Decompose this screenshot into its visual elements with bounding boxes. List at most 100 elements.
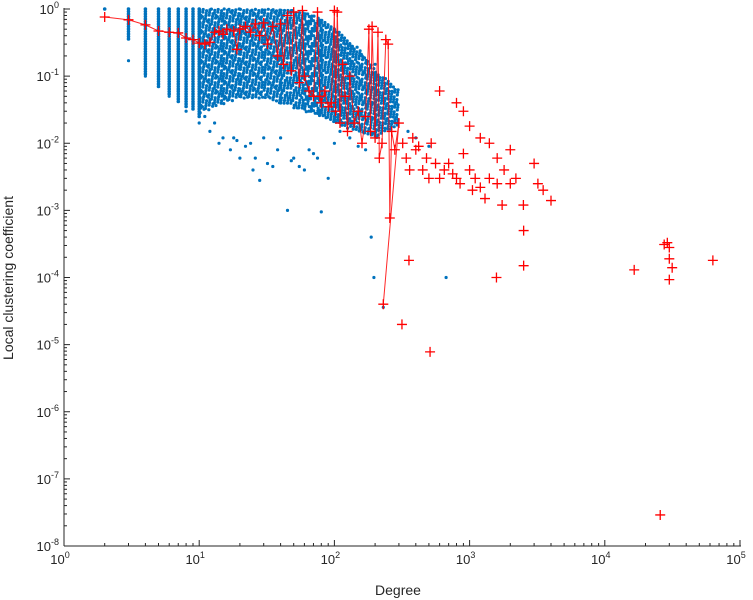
blue-data-point xyxy=(294,103,298,107)
red-plus-marker xyxy=(497,200,508,211)
blue-data-point xyxy=(262,88,266,92)
blue-data-point xyxy=(250,51,254,55)
blue-data-point xyxy=(247,19,251,23)
blue-data-point xyxy=(253,7,257,11)
blue-data-point xyxy=(291,93,296,97)
blue-data-point xyxy=(304,65,308,69)
blue-data-point xyxy=(329,115,333,119)
blue-data-point xyxy=(326,35,330,39)
blue-data-point xyxy=(245,38,249,42)
blue-data-point xyxy=(260,40,264,45)
blue-data-point xyxy=(326,113,330,117)
blue-data-point xyxy=(250,81,254,85)
blue-data-point xyxy=(310,74,314,78)
y-tick-label: 10-1 xyxy=(37,67,59,84)
blue-data-point xyxy=(329,37,333,41)
blue-data-point xyxy=(310,71,314,76)
axes: 100 101 102 103 104 105 100 10-1 10-2 10-3 10-4 10-… xyxy=(37,0,746,567)
blue-data-point xyxy=(224,21,228,25)
red-plus-marker xyxy=(299,71,310,82)
blue-data-point xyxy=(343,123,347,127)
blue-data-point xyxy=(301,101,305,105)
blue-data-point xyxy=(176,14,181,19)
blue-data-point xyxy=(322,83,327,87)
x-axis-label: Degree xyxy=(375,582,421,598)
blue-data-point xyxy=(254,50,258,54)
blue-data-point xyxy=(204,59,208,63)
blue-data-point xyxy=(272,60,276,64)
blue-data-point xyxy=(360,54,364,58)
blue-data-point xyxy=(225,11,229,15)
blue-data-point xyxy=(218,16,222,21)
blue-data-point xyxy=(339,38,343,43)
blue-data-point xyxy=(319,54,323,58)
blue-data-point xyxy=(282,89,286,93)
blue-data-point xyxy=(184,22,188,26)
blue-data-point xyxy=(366,132,370,136)
blue-data-point xyxy=(306,102,310,106)
blue-data-point xyxy=(204,14,208,18)
blue-data-point xyxy=(263,53,267,57)
blue-data-point xyxy=(167,17,171,21)
blue-data-point xyxy=(342,54,346,58)
blue-data-point xyxy=(256,89,260,93)
blue-data-point xyxy=(362,86,367,90)
blue-data-point xyxy=(304,37,308,41)
red-plus-marker xyxy=(505,178,516,189)
blue-data-point xyxy=(279,68,283,72)
blue-data-point xyxy=(191,84,195,89)
blue-data-point xyxy=(331,94,335,98)
blue-data-point xyxy=(304,110,308,114)
blue-data-point xyxy=(126,27,131,31)
blue-data-point xyxy=(274,84,279,88)
blue-data-point xyxy=(184,72,188,76)
blue-data-point xyxy=(266,12,270,16)
blue-data-point xyxy=(289,86,293,90)
blue-data-point xyxy=(156,69,161,74)
blue-data-point xyxy=(268,16,273,20)
blue-data-point xyxy=(225,71,229,75)
blue-data-point xyxy=(243,144,248,148)
blue-data-point xyxy=(272,92,276,97)
blue-data-point xyxy=(315,66,319,70)
blue-data-point xyxy=(191,87,195,91)
blue-data-point xyxy=(309,19,313,23)
blue-data-point xyxy=(354,82,358,86)
blue-data-point xyxy=(271,83,275,87)
blue-data-point xyxy=(234,20,238,24)
blue-data-point xyxy=(191,59,195,64)
blue-data-point xyxy=(228,45,232,49)
blue-data-point xyxy=(291,48,296,53)
red-plus-marker xyxy=(664,242,675,253)
red-plus-marker xyxy=(218,29,229,40)
blue-data-point xyxy=(279,56,283,60)
blue-data-point xyxy=(230,84,234,88)
blue-data-point xyxy=(208,25,212,30)
red-plus-marker xyxy=(384,212,395,223)
blue-data-point xyxy=(217,50,221,54)
blue-data-point xyxy=(265,59,270,64)
blue-data-point xyxy=(245,70,249,74)
blue-data-point xyxy=(359,67,363,71)
x-tick-label: 103 xyxy=(456,550,475,567)
blue-data-point xyxy=(191,44,195,49)
blue-data-point xyxy=(309,32,313,36)
blue-data-point xyxy=(351,55,355,59)
blue-data-point xyxy=(307,148,311,152)
blue-data-point xyxy=(210,94,214,99)
blue-data-point xyxy=(357,87,361,91)
blue-data-point xyxy=(156,82,161,86)
blue-data-point xyxy=(207,13,211,17)
blue-data-point xyxy=(253,52,257,57)
blue-data-point xyxy=(297,106,301,110)
blue-data-point xyxy=(343,61,347,65)
blue-data-point xyxy=(312,64,316,68)
blue-data-point xyxy=(235,138,239,143)
red-plus-marker xyxy=(439,164,450,175)
blue-data-point xyxy=(245,10,249,14)
blue-data-point xyxy=(216,7,220,12)
blue-data-point xyxy=(250,96,254,100)
blue-data-point xyxy=(230,86,234,90)
blue-data-point xyxy=(219,14,223,18)
blue-data-point xyxy=(336,103,340,107)
